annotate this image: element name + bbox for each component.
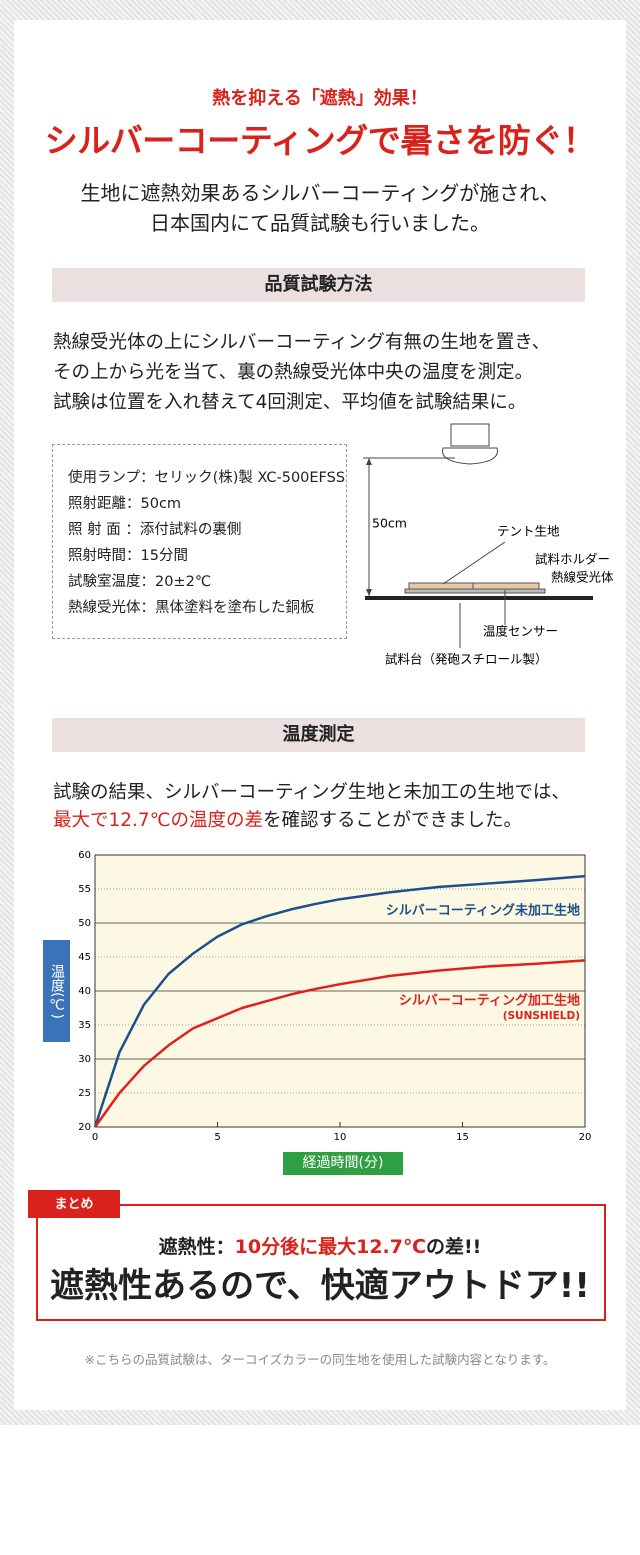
diagram-label: 試料ホルダー [535,552,610,567]
lamp [442,447,498,465]
conditions-box [52,444,347,639]
highlight: 10分後に最大12.7℃ [234,1236,426,1258]
holder [404,588,546,594]
diagram-label: 試料台（発砲スチロール製） [385,652,548,667]
summary-tag: まとめ [28,1190,120,1218]
annotation: (SUNSHIELD) [503,1010,580,1022]
condition: 試験室温度：20±2℃ [68,574,212,590]
x-tick-label: 5 [214,1132,220,1140]
x-tick-label: 10 [334,1132,347,1140]
condition: 照射距離：50cm [68,496,182,512]
legend-label: シルバーコーティング加工生地 [399,993,580,1009]
summary-box [36,1204,606,1321]
condition: 照射時間：15分間 [68,548,188,564]
diagram-label: 温度センサー [483,624,558,639]
paragraph: 最大で12.7℃の温度の差を確認することができました。 [53,806,522,832]
text: を確認することができました。 [262,810,522,831]
section-heading: 品質試験方法 [52,268,585,302]
title: シルバーコーティングで暑さを防ぐ！ [44,121,596,160]
leader [442,541,506,585]
base [365,596,593,600]
summary-headline: 遮熱性あるので、快適アウトドア!! [50,1266,590,1306]
distance-label: 50cm [372,516,407,531]
series-line [93,959,586,1128]
y-tick-label: 55 [78,884,91,895]
lead: 生地に遮熱効果あるシルバーコーティングが施され、 [80,181,560,205]
x-tick-label: 15 [456,1132,469,1140]
x-axis-label: 経過時間(分) [283,1152,403,1175]
fabric [472,582,540,590]
paragraph: 熱線受光体の上にシルバーコーティング有無の生地を置き、 [53,332,551,353]
y-axis-label: 温度(℃) [43,940,70,1042]
y-tick-label: 30 [78,1054,91,1065]
text: 遮熱性： [158,1236,235,1258]
series-line [93,874,586,1128]
y-tick-label: 25 [78,1088,91,1099]
legend-label: シルバーコーティング未加工生地 [386,903,580,919]
diagram: 50cm テント生地 試料ホルダー 熱線受光体 温度センサー 試料台（発砲スチロ… [363,423,614,667]
chart: 20 25 30 35 40 45 50 55 60 0 5 10 15 20 シルバーコーティング未加工生… [78,850,592,1140]
paragraph: 試験は位置を入れ替えて4回測定、平均値を試験結果に。 [53,392,527,413]
text: の差!! [426,1236,482,1258]
condition: 熱線受光体：黒体塗料を塗布した銅板 [68,600,315,616]
lead: 日本国内にて品質試験も行いました。 [150,211,490,235]
y-tick-label: 50 [78,918,91,929]
paragraph: その上から光を当て、裏の熱線受光体中央の温度を測定。 [53,362,534,383]
condition: 照 射 面 ：添付試料の裏側 [68,522,242,538]
lamp [450,423,490,447]
y-tick-label: 45 [78,952,91,963]
summary-line: 遮熱性：10分後に最大12.7℃の差!! [0,1232,640,1259]
footnote: ※こちらの品質試験は、ターコイズカラーの同生地を使用した試験内容となります。 [84,1352,556,1367]
highlight: 最大で12.7℃の温度の差 [53,810,263,831]
section-heading: 温度測定 [52,718,585,752]
diagram-label: テント生地 [497,524,560,539]
condition: 使用ランプ：セリック(株)製 XC-500EFSS [68,470,346,486]
paragraph: 試験の結果、シルバーコーティング生地と未加工の生地では、 [53,782,570,803]
x-tick-label: 20 [579,1132,592,1140]
y-tick-label: 20 [78,1122,91,1133]
plot-frame [94,854,586,1128]
y-tick-label: 40 [78,986,91,997]
x-tick-label: 0 [92,1132,98,1140]
diagram-label: 熱線受光体 [551,570,614,585]
kicker: 熱を抑える「遮熱」効果！ [212,88,428,109]
y-tick-label: 35 [78,1020,91,1031]
y-tick-label: 60 [78,850,91,861]
panel [14,20,626,1410]
